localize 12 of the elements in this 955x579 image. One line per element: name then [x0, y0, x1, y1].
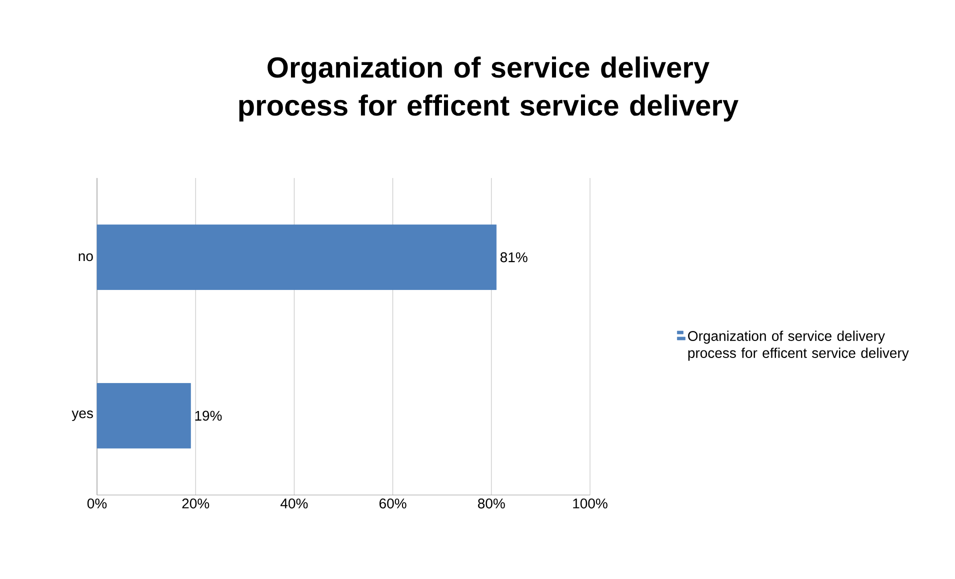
x-tick-label: 80%: [478, 498, 505, 508]
x-tick-label: 100%: [573, 498, 608, 508]
data-label: 81%: [500, 252, 528, 262]
legend-label: Organization of service delivery process for efficent service delivery: [688, 330, 909, 361]
chart-title: Organization of service delivery process for efficent service delivery: [239, 56, 738, 122]
x-tick-label: 0%: [87, 498, 107, 508]
x-tick-label: 60%: [380, 498, 406, 508]
y-tick-label: yes: [72, 410, 93, 421]
data-label: 19%: [195, 410, 222, 421]
y-tick-label: no: [78, 253, 93, 262]
x-tick-label: 20%: [182, 498, 210, 508]
x-tick-label: 40%: [280, 498, 308, 508]
